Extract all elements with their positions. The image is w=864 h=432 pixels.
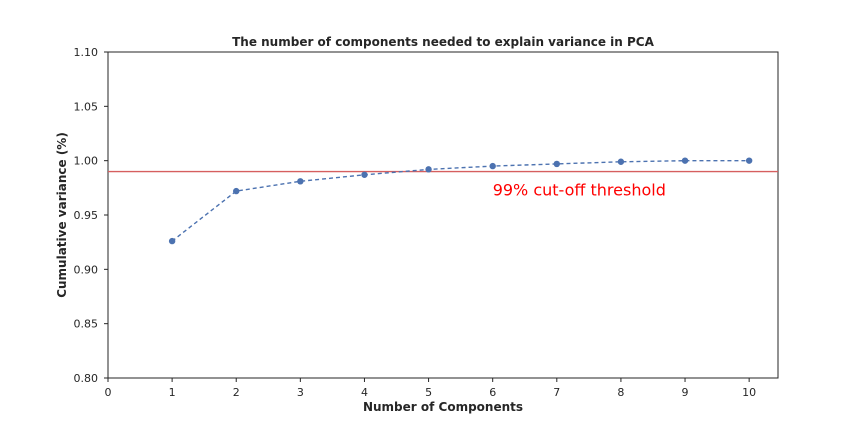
x-tick-label: 9 <box>682 386 689 399</box>
threshold-label: 99% cut-off threshold <box>493 180 666 199</box>
data-point <box>745 157 753 164</box>
x-tick-label: 1 <box>169 386 176 399</box>
y-tick-label: 1.10 <box>74 46 99 59</box>
y-axis-title: Cumulative variance (%) <box>55 132 69 298</box>
data-point <box>617 158 625 165</box>
y-tick-label: 1.00 <box>74 155 99 168</box>
x-tick-label: 2 <box>233 386 240 399</box>
x-tick-label: 7 <box>553 386 560 399</box>
x-axis-title: Number of Components <box>363 400 523 414</box>
data-point <box>168 237 176 245</box>
y-tick-label: 1.05 <box>74 100 99 113</box>
x-tick-label: 3 <box>297 386 304 399</box>
data-point <box>361 171 368 178</box>
x-tick-label: 5 <box>425 386 432 399</box>
y-tick-label: 0.90 <box>74 263 99 276</box>
x-tick-label: 10 <box>742 386 756 399</box>
data-point <box>681 157 689 164</box>
data-point <box>425 166 432 173</box>
data-point <box>297 178 304 185</box>
x-tick-label: 6 <box>489 386 496 399</box>
data-point <box>553 160 561 168</box>
y-tick-label: 0.85 <box>74 318 99 331</box>
y-tick-label: 0.80 <box>74 372 99 385</box>
series-line <box>171 159 750 242</box>
chart-title: The number of components needed to expla… <box>232 35 655 49</box>
data-point <box>233 187 240 195</box>
x-tick-label: 8 <box>617 386 624 399</box>
x-tick-label: 4 <box>361 386 368 399</box>
data-point <box>489 162 496 170</box>
plot-frame <box>107 51 779 379</box>
plot-area: 0 1 2 3 4 5 6 7 8 9 10 0.80 0.85 0.90 0.95 1.00 1.05 1.10 <box>74 46 779 399</box>
x-tick-label: 0 <box>105 386 112 399</box>
y-tick-label: 0.95 <box>74 209 99 222</box>
